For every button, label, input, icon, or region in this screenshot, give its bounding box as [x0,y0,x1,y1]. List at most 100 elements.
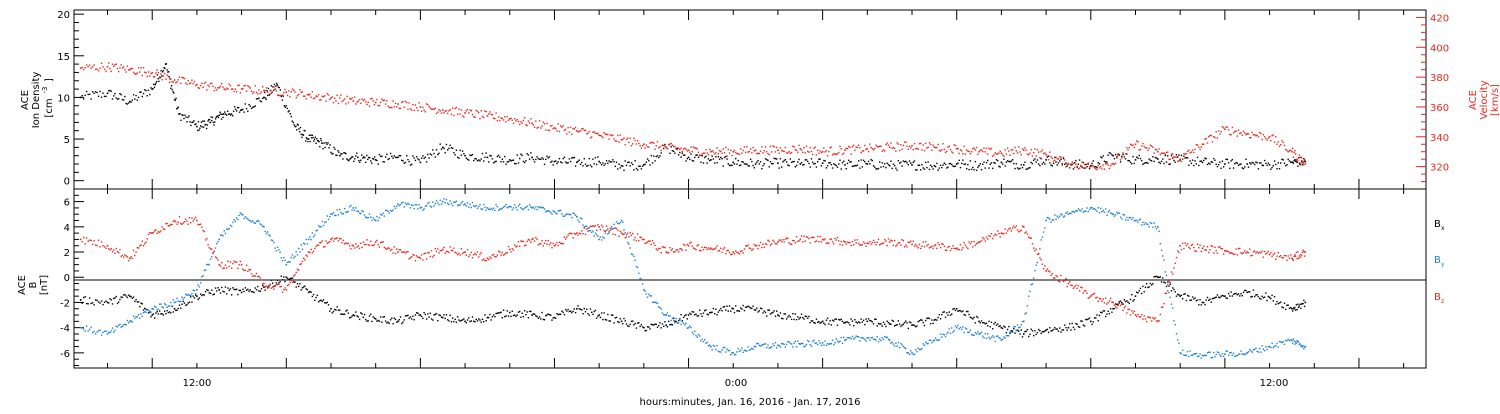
bz-sample [248,269,249,270]
velocity-sample [780,147,781,148]
bz-point [621,232,623,234]
bx-sample [166,310,167,311]
bx-sample [1096,314,1097,315]
velocity-sample [1233,132,1234,133]
velocity-sample [483,117,484,118]
density-sample [1302,164,1303,165]
bz-sample [297,269,298,270]
velocity-sample [186,84,187,85]
bz-sample [639,236,640,237]
density-sample [685,160,686,161]
bz-sample [670,249,671,250]
density-sample [791,162,792,163]
by-point [1157,226,1159,228]
bx-sample [883,322,884,323]
by-sample [124,324,125,325]
density-sample [379,154,380,155]
by-sample [566,213,567,214]
velocity-sample [507,116,508,117]
bx-sample [365,319,366,320]
bx-sample [952,309,953,310]
velocity-sample [1162,152,1163,153]
bz-sample [298,269,299,270]
velocity-sample [283,92,284,93]
bz-sample [828,243,829,244]
density-sample [412,155,413,156]
bx-sample [641,324,642,325]
bx-sample [829,320,830,321]
velocity-sample [461,109,462,110]
velocity-sample [1141,145,1142,146]
by-sample [1283,341,1284,342]
by-sample [368,217,369,218]
bz-sample [507,252,508,253]
bz-sample [668,252,669,253]
density-sample [972,167,973,168]
velocity-sample [413,110,414,111]
bx-sample [823,323,824,324]
by-sample [919,349,920,350]
velocity-sample [211,83,212,84]
bx-sample [1131,294,1132,295]
bx-sample [699,310,700,311]
bx-sample [1142,286,1143,287]
bx-sample [402,321,403,322]
by-sample [975,332,976,333]
velocity-sample [1204,138,1205,139]
velocity-sample [718,153,719,154]
velocity-sample [730,150,731,151]
bx-sample [180,308,181,309]
velocity-sample [960,149,961,150]
by-sample [879,338,880,339]
bx-sample [792,313,793,314]
by-sample [1080,210,1081,211]
bz-sample [145,241,146,242]
by-sample [139,318,140,319]
velocity-sample [86,64,87,65]
velocity-sample [1134,147,1135,148]
bx-sample [756,307,757,308]
velocity-sample [112,64,113,65]
bx-sample [463,318,464,319]
by-sample [966,328,967,329]
bx-sample [1240,293,1241,294]
bx-point [598,314,600,316]
bx-sample [863,320,864,321]
bx-sample [1182,298,1183,299]
by-sample [417,208,418,209]
velocity-sample [837,153,838,154]
by-sample [1073,211,1074,212]
bz-sample [369,245,370,246]
bx-point [1224,295,1226,297]
by-point [710,346,712,348]
velocity-sample [796,149,797,150]
by-sample [864,339,865,340]
bz-sample [826,243,827,244]
velocity-sample [1208,136,1209,137]
velocity-sample [256,92,257,93]
density-sample [1079,159,1080,160]
density-sample [852,166,853,167]
by-sample [900,343,901,344]
density-sample [1014,168,1015,169]
by-sample [622,221,623,222]
velocity-sample [204,83,205,84]
by-sample [904,347,905,348]
by-sample [160,303,161,304]
velocity-sample [452,107,453,108]
density-sample [548,157,549,158]
velocity-sample [977,154,978,155]
bx-sample [591,312,592,313]
bx-sample [1176,295,1177,296]
bx-sample [834,319,835,320]
by-sample [389,212,390,213]
velocity-sample [849,147,850,148]
density-sample [952,165,953,166]
by-sample [1033,277,1034,278]
velocity-sample [904,141,905,142]
bz-sample [327,243,328,244]
by-sample [246,217,247,218]
by-sample [354,210,355,211]
bx-sample [1073,327,1074,328]
bz-sample [303,258,304,259]
